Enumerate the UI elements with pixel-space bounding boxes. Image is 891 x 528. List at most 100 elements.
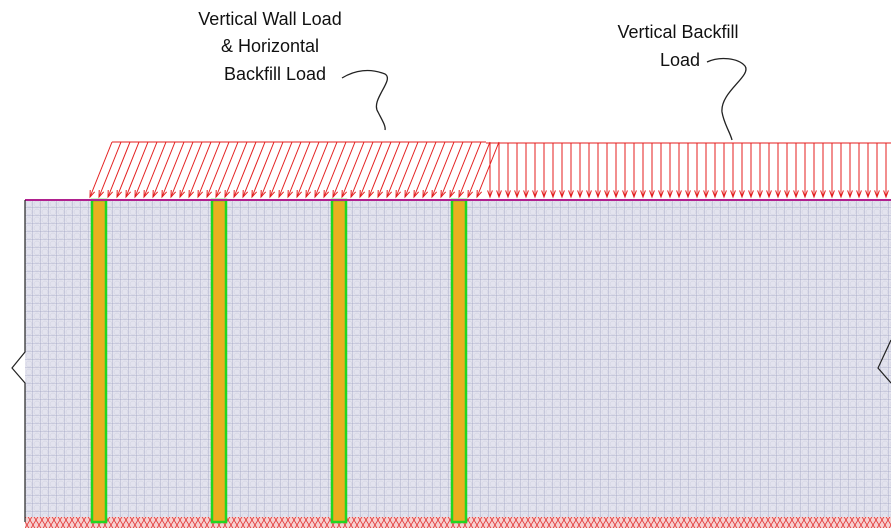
break-line-left (11, 200, 26, 522)
load-arrow (413, 141, 437, 198)
arrow-head (161, 189, 168, 199)
load-arrow (377, 141, 401, 198)
load-arrow (467, 141, 491, 198)
load-arrow (125, 141, 149, 198)
arrow-head (784, 190, 790, 199)
label-line: & Horizontal (221, 36, 319, 56)
arrow-head (748, 190, 754, 199)
load-arrow (134, 141, 158, 198)
arrow-head (613, 190, 619, 199)
arrow-head (568, 190, 574, 199)
arrow-head (676, 190, 682, 199)
arrow-head (703, 190, 709, 199)
load-arrow (269, 141, 293, 198)
load-arrow (170, 141, 194, 198)
load-arrow (233, 141, 257, 198)
load-arrow (224, 141, 248, 198)
arrow-head (188, 189, 195, 199)
load-arrow (368, 141, 392, 198)
load-arrow (260, 141, 284, 198)
arrow-head (89, 189, 96, 199)
load-arrow (305, 141, 329, 198)
arrow-head (586, 190, 592, 199)
load-arrow (152, 141, 176, 198)
arrow-head (206, 189, 213, 199)
arrow-head (883, 190, 889, 199)
load-arrow (386, 141, 410, 198)
arrow-head (595, 190, 601, 199)
load-arrow (422, 141, 446, 198)
arrow-head (431, 189, 438, 199)
arrow-head (296, 189, 303, 199)
load-arrow (116, 141, 140, 198)
load-arrow (107, 141, 131, 198)
arrow-head (559, 190, 565, 199)
arrow-head (305, 189, 312, 199)
arrow-head (640, 190, 646, 199)
arrow-head (332, 189, 339, 199)
arrow-head (260, 189, 267, 199)
arrow-head (577, 190, 583, 199)
load-arrow (341, 141, 365, 198)
arrow-head (523, 190, 529, 199)
arrow-head (793, 190, 799, 199)
arrow-head (604, 190, 610, 199)
label-line: Vertical Wall Load (198, 9, 341, 29)
load-arrow (179, 141, 203, 198)
arrow-head (730, 190, 736, 199)
arrow-head (694, 190, 700, 199)
arrow-head (224, 189, 231, 199)
arrow-head (496, 190, 502, 199)
arrow-head (802, 190, 808, 199)
load-arrow (314, 141, 338, 198)
load-arrow (215, 141, 239, 198)
load-arrow (458, 141, 482, 198)
arrow-head (359, 189, 366, 199)
arrow-head (514, 190, 520, 199)
piles (90, 198, 468, 524)
break-line-right (877, 339, 891, 384)
arrow-head (377, 189, 384, 199)
arrow-head (541, 190, 547, 199)
arrow-head (386, 189, 393, 199)
arrow-head (838, 190, 844, 199)
load-arrow (323, 141, 347, 198)
arrow-head (251, 189, 258, 199)
arrow-head (811, 190, 817, 199)
load-arrow (449, 141, 473, 198)
label-line: Backfill Load (224, 64, 326, 84)
arrow-head (820, 190, 826, 199)
label-line: Load (660, 50, 700, 70)
arrow-head (152, 189, 159, 199)
arrow-head (532, 190, 538, 199)
pile (450, 198, 468, 524)
arrow-head (874, 190, 880, 199)
arrow-head (107, 189, 114, 199)
leader (706, 57, 747, 141)
arrow-head (278, 189, 285, 199)
arrow-head (487, 190, 493, 199)
load-arrow (395, 141, 419, 198)
arrow-head (125, 189, 132, 199)
arrow-head (134, 189, 141, 199)
arrow-head (550, 190, 556, 199)
arrow-head (649, 190, 655, 199)
load-arrow (197, 141, 221, 198)
arrow-head (467, 189, 474, 199)
arrow-head (721, 190, 727, 199)
arrow-head (757, 190, 763, 199)
arrow-head (170, 189, 177, 199)
load-arrow (296, 141, 320, 198)
pile (210, 198, 228, 524)
arrow-head (242, 189, 249, 199)
leader (341, 69, 388, 131)
arrow-head (404, 189, 411, 199)
arrow-head (622, 190, 628, 199)
arrow-head (350, 189, 357, 199)
load-arrow (476, 141, 500, 198)
arrow-head (368, 189, 375, 199)
arrow-head (215, 189, 222, 199)
arrow-head (269, 189, 276, 199)
arrow-head (685, 190, 691, 199)
arrow-head (98, 189, 105, 199)
